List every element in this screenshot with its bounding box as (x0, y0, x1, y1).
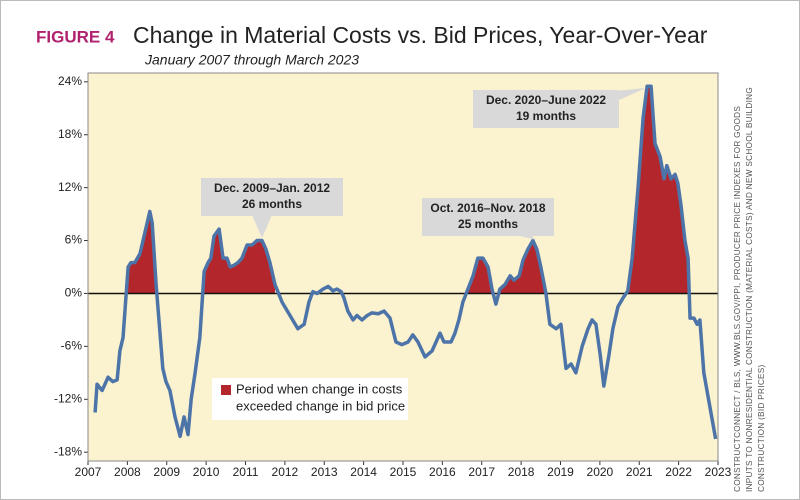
x-tick-label: 2008 (114, 465, 141, 479)
y-tick-label: 6% (65, 233, 83, 247)
y-tick-label: 24% (58, 74, 82, 88)
x-tick-label: 2023 (705, 465, 732, 479)
x-tick-label: 2007 (75, 465, 102, 479)
x-tick-label: 2012 (272, 465, 299, 479)
legend-label: exceeded change in bid price (236, 398, 405, 413)
x-tick-label: 2017 (468, 465, 495, 479)
y-tick-label: 12% (58, 180, 82, 194)
callout-box (422, 198, 554, 236)
x-tick-label: 2021 (626, 465, 653, 479)
legend-swatch (221, 385, 231, 395)
chart-title: Change in Material Costs vs. Bid Prices,… (133, 22, 708, 48)
callout-box (473, 90, 619, 128)
callout-text: 25 months (458, 217, 518, 231)
x-tick-label: 2019 (547, 465, 574, 479)
series-line (93, 84, 718, 440)
x-tick-label: 2014 (350, 465, 377, 479)
source-note: CONSTRUCTION (BID PRICES) (757, 364, 766, 492)
y-tick-label: 18% (58, 127, 82, 141)
x-tick-label: 2009 (153, 465, 180, 479)
x-tick-label: 2022 (665, 465, 692, 479)
source-note: CONSTRUCTCONNECT / BLS, WWW.BLS.GOV/PPI,… (733, 106, 742, 492)
y-tick-label: -18% (54, 444, 82, 458)
x-tick-label: 2020 (587, 465, 614, 479)
y-tick-label: 0% (65, 286, 83, 300)
callout-text: 19 months (516, 109, 576, 123)
x-tick-label: 2016 (429, 465, 456, 479)
x-tick-label: 2015 (390, 465, 417, 479)
callout-text: Dec. 2020–June 2022 (486, 93, 606, 107)
y-tick-label: -12% (54, 391, 82, 405)
y-tick-label: -6% (61, 339, 83, 353)
callout-pointer (252, 215, 272, 238)
callout-box (201, 178, 343, 216)
x-tick-label: 2010 (193, 465, 220, 479)
callout-text: 26 months (242, 197, 302, 211)
plot-border (87, 72, 719, 462)
figure-label: FIGURE 4 (36, 27, 115, 46)
chart-subtitle: January 2007 through March 2023 (144, 52, 359, 68)
x-tick-label: 2011 (233, 465, 259, 479)
legend-label: Period when change in costs (236, 381, 403, 396)
legend-box (212, 378, 408, 420)
x-tick-label: 2013 (311, 465, 338, 479)
callout-text: Oct. 2016–Nov. 2018 (430, 201, 546, 215)
source-note: INPUTS TO NONRESIDENTIAL CONSTRUCTION (M… (745, 87, 754, 492)
x-tick-label: 2018 (508, 465, 535, 479)
callout-text: Dec. 2009–Jan. 2012 (214, 181, 330, 195)
